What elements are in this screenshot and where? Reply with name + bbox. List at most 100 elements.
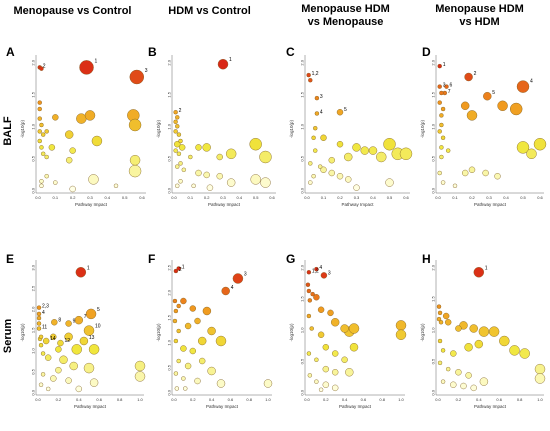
x-tick-label: 0.1 xyxy=(452,195,458,200)
data-point xyxy=(178,144,186,151)
data-point xyxy=(216,153,223,161)
data-point xyxy=(307,298,313,303)
data-point xyxy=(494,172,501,180)
data-point xyxy=(189,305,196,312)
data-point xyxy=(534,373,546,384)
data-point xyxy=(42,337,50,345)
point-label: 1 xyxy=(182,265,185,271)
data-point xyxy=(175,164,180,169)
y-tick-label: 2.5 xyxy=(31,285,36,291)
data-point xyxy=(217,58,229,70)
x-tick-label: 0.5 xyxy=(520,195,526,200)
data-point xyxy=(65,320,72,327)
y-axis-label: -log10(p) xyxy=(289,119,294,138)
data-point xyxy=(322,344,329,351)
data-point xyxy=(79,60,94,75)
data-point xyxy=(178,161,183,166)
panel-letter-d: D xyxy=(422,45,431,59)
data-point xyxy=(134,371,146,382)
data-point xyxy=(36,321,42,326)
y-tick-label: 1.5 xyxy=(167,314,172,320)
data-point xyxy=(450,350,457,357)
data-point xyxy=(64,332,73,342)
x-tick-label: 0.2 xyxy=(456,397,462,402)
data-point xyxy=(36,305,42,310)
data-point xyxy=(263,379,273,388)
data-point xyxy=(79,336,89,346)
data-point xyxy=(207,326,216,336)
data-point xyxy=(176,358,181,364)
point-label: 3 xyxy=(244,272,247,278)
data-point xyxy=(44,173,49,179)
data-point xyxy=(226,178,236,187)
data-point xyxy=(175,183,180,189)
data-point xyxy=(308,78,313,83)
data-point xyxy=(37,138,42,144)
scatter-plot-h: 0.0 0.2 0.4 0.6 0.8 1.0 0.0 0.5 1.0 1.5 2.0 Pathway… xyxy=(420,260,546,409)
data-point xyxy=(183,386,188,391)
y-tick-label: 0.5 xyxy=(431,358,436,364)
data-point xyxy=(317,306,325,313)
x-tick-label: 0.0 xyxy=(171,195,177,200)
y-tick-label: 2.5 xyxy=(167,264,172,270)
x-tick-label: 0.8 xyxy=(117,397,123,402)
y-tick-label: 1.5 xyxy=(31,91,36,97)
data-point xyxy=(320,272,328,279)
x-tick-label: 0.2 xyxy=(337,195,343,200)
data-point xyxy=(194,377,201,385)
y-tick-label: 2.0 xyxy=(31,59,36,65)
point-label: 3 xyxy=(320,94,323,100)
x-tick-label: 0.0 xyxy=(171,397,177,402)
data-point xyxy=(195,169,202,177)
y-axis-label: -log10(p) xyxy=(156,323,161,342)
data-point xyxy=(36,326,42,331)
data-point xyxy=(450,381,457,388)
data-point xyxy=(249,137,262,151)
point-label: 1 xyxy=(87,265,90,271)
data-point xyxy=(191,183,196,189)
x-tick-label: 0.3 xyxy=(220,195,226,200)
y-tick-label: 2.0 xyxy=(431,59,436,65)
axes xyxy=(35,260,144,396)
point-label: 10 xyxy=(95,324,101,330)
data-point xyxy=(40,132,46,137)
data-point xyxy=(39,183,44,189)
x-axis-label: Pathway Impact xyxy=(474,404,507,409)
data-point xyxy=(439,154,444,160)
data-point xyxy=(310,291,315,297)
data-point xyxy=(474,339,483,349)
y-axis-label: -log10(p) xyxy=(20,323,25,342)
column-title-4: Menopause HDM vs HDM xyxy=(435,3,524,28)
data-point xyxy=(314,357,319,362)
data-point xyxy=(38,342,44,348)
data-point xyxy=(207,366,216,376)
scatter-plot-c: 0.0 0.1 0.2 0.3 0.4 0.5 0.6 0.0 0.5 1.0 1.5 2.0 Path… xyxy=(289,55,413,207)
data-point xyxy=(38,382,44,387)
data-point xyxy=(444,319,452,326)
x-axis-label: Pathway Impact xyxy=(74,404,107,409)
data-point xyxy=(444,84,449,89)
data-point xyxy=(313,125,318,131)
data-point xyxy=(519,348,530,359)
data-point xyxy=(516,141,530,154)
data-point xyxy=(320,134,327,142)
data-point xyxy=(259,150,272,164)
data-point xyxy=(225,148,237,160)
data-point xyxy=(128,164,142,178)
data-point xyxy=(437,360,443,366)
y-tick-label: 0.0 xyxy=(300,187,305,193)
data-point xyxy=(306,270,312,275)
y-tick-label: 3.0 xyxy=(31,264,36,270)
data-point xyxy=(216,379,226,388)
data-point xyxy=(202,306,212,316)
data-point xyxy=(436,304,442,309)
data-point xyxy=(176,303,181,309)
x-tick-label: 0.3 xyxy=(354,195,360,200)
scatter-plot-d: 0.0 0.1 0.2 0.3 0.4 0.5 0.6 0.0 0.5 1.0 1.5 2.0 Path… xyxy=(420,55,547,207)
x-tick-label: 0.8 xyxy=(246,397,252,402)
x-tick-label: 1.0 xyxy=(398,397,404,402)
data-point xyxy=(306,288,312,294)
y-tick-label: 0.0 xyxy=(31,187,36,193)
data-point xyxy=(332,384,339,392)
data-point xyxy=(40,372,46,377)
